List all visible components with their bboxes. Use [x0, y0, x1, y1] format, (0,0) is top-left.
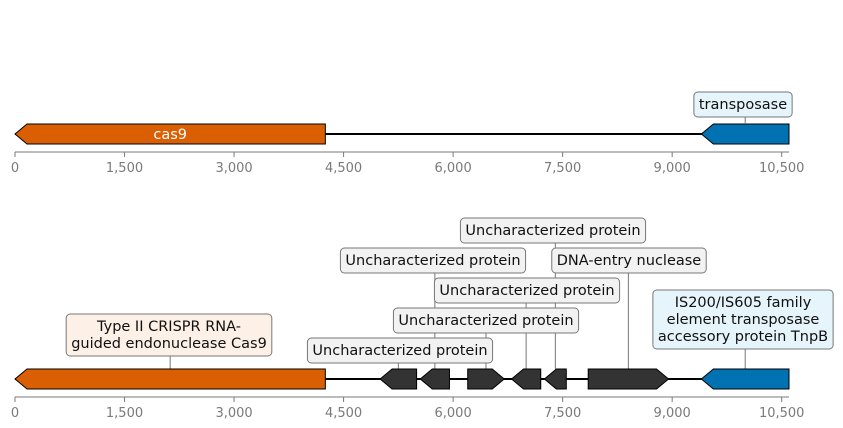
gene-dna-entry-nuclease-label-bg [551, 247, 707, 274]
gene-transposase-label-line: transposase [699, 97, 787, 113]
axis-bottom-tick-label: 1,500 [106, 406, 143, 421]
axis-bottom-tick-label: 4,500 [325, 406, 362, 421]
genes-top: cas9 [14, 123, 790, 145]
axis-bottom: 0 1,500 3,000 4,500 6,000 7,500 9,000 10,500 [11, 396, 805, 421]
gene-dna-entry-nuclease-label-line: DNA-entry nuclease [557, 253, 702, 269]
gene-tnpb-label-line: accessory protein TnpB [658, 329, 828, 345]
gene-transposase [700, 123, 790, 145]
gene-cas9-label: cas9 [153, 127, 187, 143]
gene-cas9-full-label-box: Type II CRISPR RNA-guided endonuclease C… [65, 313, 273, 357]
gene-tnpb-label-line: IS200/IS605 family [675, 295, 812, 311]
genes-bottom [14, 368, 790, 390]
axis-ticks-bottom: 0 1,500 3,000 4,500 6,000 7,500 9,000 10,500 [11, 397, 805, 421]
track-top: 0 1,500 3,000 4,500 6,000 7,500 9,000 10,500 ca… [11, 91, 805, 176]
gene-unc-5 [543, 368, 567, 390]
gene-unc-5-label-box: Uncharacterized protein [459, 217, 647, 244]
gene-unc-4-label-line: Uncharacterized protein [439, 283, 614, 299]
gene-unc-3 [467, 368, 506, 390]
axis-bottom-tick-label: 3,000 [215, 406, 252, 421]
axis-top-tick-label: 3,000 [215, 161, 252, 176]
axis-bottom-tick-label: 9,000 [654, 406, 691, 421]
gene-cas9 [14, 123, 326, 145]
gene-unc-2-label-bg [339, 247, 527, 274]
gene-cas9-full-label-line: guided endonuclease Cas9 [71, 336, 267, 352]
gene-unc-1-label-bg [306, 337, 494, 364]
track-bottom: 0 1,500 3,000 4,500 6,000 7,500 9,000 10,500 Ty… [11, 217, 834, 421]
labels-bottom: Type II CRISPR RNA-guided endonuclease C… [65, 217, 834, 364]
gene-unc-1-label-line: Uncharacterized protein [312, 343, 487, 359]
axis-bottom-tick-label: 10,500 [759, 406, 805, 421]
gene-cas9-full-label-bg [65, 313, 273, 357]
gene-tnpb-label-bg [652, 289, 834, 350]
axis-ticks-top: 0 1,500 3,000 4,500 6,000 7,500 9,000 10,500 [11, 152, 805, 176]
axis-top: 0 1,500 3,000 4,500 6,000 7,500 9,000 10,500 [11, 151, 805, 176]
gene-unc-3-label-box: Uncharacterized protein [392, 307, 580, 334]
gene-dna-entry-nuclease-label-box: DNA-entry nuclease [551, 247, 707, 274]
gene-tnpb-label-line: element transposase [667, 312, 820, 328]
gene-unc-2-label-line: Uncharacterized protein [345, 253, 520, 269]
gene-unc-3-label-line: Uncharacterized protein [398, 313, 573, 329]
gene-unc-5-label-line: Uncharacterized protein [465, 223, 640, 239]
axis-bottom-tick-label: 0 [11, 406, 19, 421]
gene-unc-2 [419, 368, 450, 390]
axis-top-tick-label: 6,000 [435, 161, 472, 176]
gene-tnpb [700, 368, 790, 390]
gene-unc-1 [379, 368, 418, 390]
gene-cas9-full [14, 368, 326, 390]
gene-unc-2-label-box: Uncharacterized protein [339, 247, 527, 274]
gene-dna-entry-nuclease [587, 368, 670, 390]
axis-top-tick-label: 10,500 [759, 161, 805, 176]
gene-unc-3-label-bg [392, 307, 580, 334]
axis-bottom-tick-label: 6,000 [435, 406, 472, 421]
axis-top-tick-label: 0 [11, 161, 19, 176]
gene-unc-4-label-bg [433, 277, 621, 304]
gene-transposase-label-box: transposase [693, 91, 793, 118]
labels-top: transposase [693, 91, 793, 124]
gene-unc-4 [510, 368, 542, 390]
axis-bottom-tick-label: 7,500 [544, 406, 581, 421]
gene-unc-5-label-bg [459, 217, 647, 244]
gene-transposase-label-bg [693, 91, 793, 118]
axis-top-tick-label: 7,500 [544, 161, 581, 176]
gene-cas9-full-label-line: Type II CRISPR RNA- [96, 319, 241, 335]
axis-top-tick-label: 9,000 [654, 161, 691, 176]
gene-unc-4-label-box: Uncharacterized protein [433, 277, 621, 304]
axis-top-tick-label: 1,500 [106, 161, 143, 176]
gene-unc-1-label-box: Uncharacterized protein [306, 337, 494, 364]
axis-top-tick-label: 4,500 [325, 161, 362, 176]
